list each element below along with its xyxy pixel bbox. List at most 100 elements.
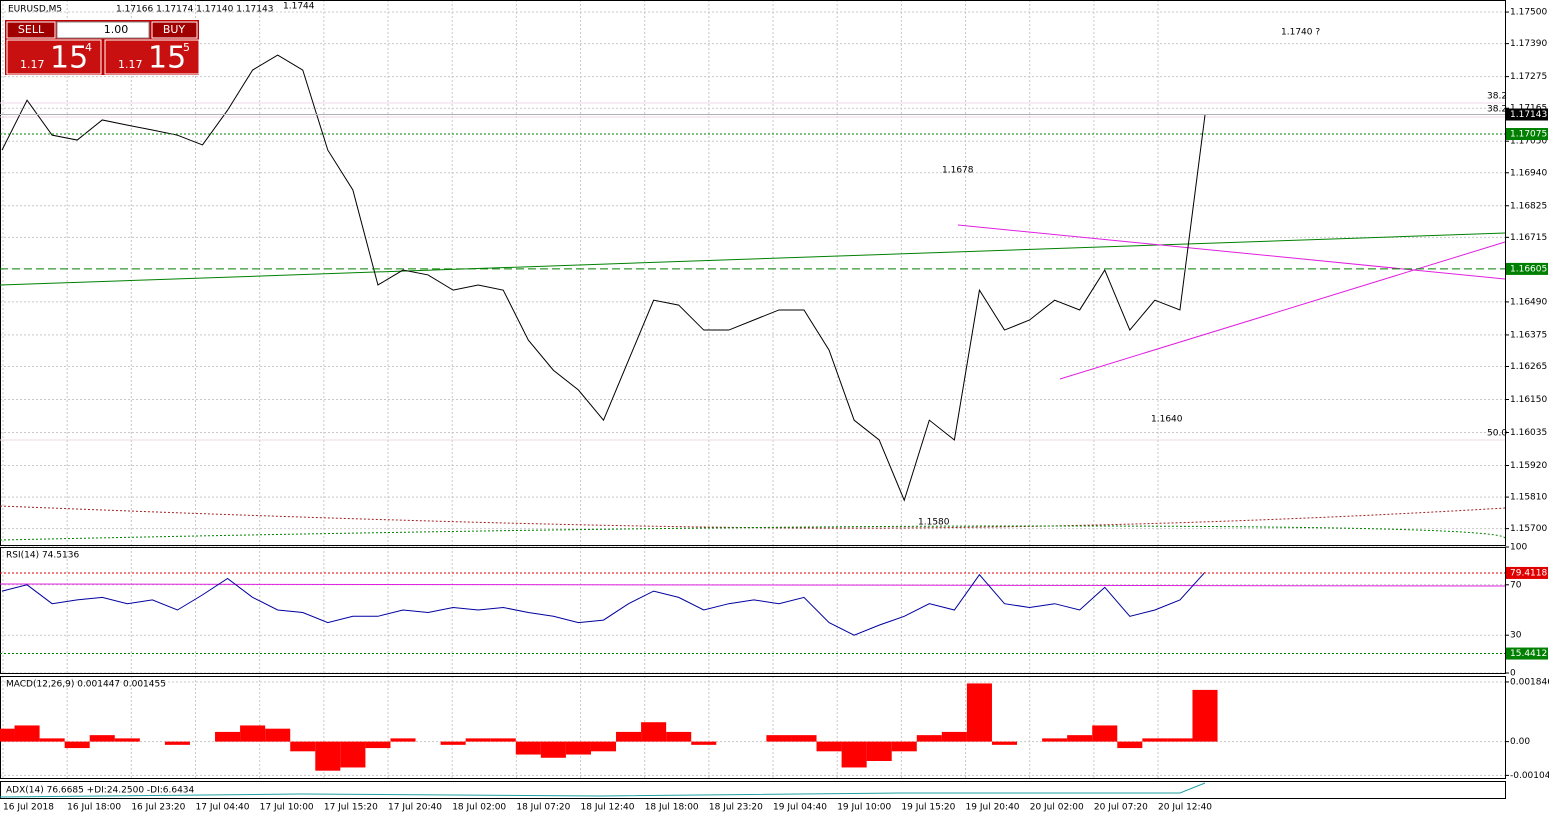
histogram-bar — [315, 741, 341, 771]
panel-title: MACD(12,26,9) 0.001447 0.001455 — [6, 680, 166, 690]
histogram-bar — [1042, 738, 1068, 742]
ma-line — [0, 505, 1506, 529]
histogram-bar — [39, 738, 65, 742]
x-tick-label: 18 Jul 02:00 — [452, 803, 506, 813]
sell-button[interactable] — [6, 21, 56, 39]
y-tick-label: 1.17500 — [1510, 8, 1547, 18]
fib-label: 38.2 — [1487, 92, 1507, 102]
x-tick-label: 16 Jul 2018 — [3, 803, 54, 813]
price-label-box — [1506, 262, 1548, 275]
y-tick-label: 1.16940 — [1510, 168, 1547, 178]
histogram-bar — [515, 741, 541, 755]
y-tick-label: 100 — [1510, 543, 1527, 553]
histogram-bar — [841, 741, 867, 768]
histogram-bar — [1167, 738, 1193, 742]
y-tick-label: 1.16150 — [1510, 395, 1547, 405]
ask-big: 15 — [148, 41, 186, 76]
annotation: 1.1740 ? — [1281, 28, 1320, 38]
x-tick-label: 19 Jul 10:00 — [837, 803, 891, 813]
y-tick-label: 1.16825 — [1510, 201, 1547, 211]
histogram-bar — [64, 741, 90, 749]
annotation: 1.1580 — [918, 518, 950, 528]
price-label: 1.17075 — [1510, 130, 1547, 140]
x-tick-label: 17 Jul 15:20 — [324, 803, 378, 813]
annotation: 1.1640 — [1151, 415, 1183, 425]
histogram-bar — [766, 735, 792, 742]
panel-title: ADX(14) 76.6685 +DI:24.2500 -DI:6.6434 — [6, 786, 195, 796]
price-label-box — [1506, 566, 1548, 579]
histogram-bar — [540, 741, 566, 758]
histogram-bar — [490, 738, 516, 742]
histogram-bar — [1142, 738, 1168, 742]
fib-label: 38.2 — [1487, 105, 1507, 115]
x-tick-label: 19 Jul 15:20 — [901, 803, 955, 813]
histogram-bar — [966, 683, 992, 742]
histogram-bar — [290, 741, 316, 752]
histogram-bar — [691, 741, 717, 745]
lots-value[interactable]: 1.00 — [104, 23, 129, 36]
histogram-bar — [265, 728, 291, 742]
y-tick-label: 0 — [1510, 669, 1516, 679]
adx-line — [0, 782, 1206, 798]
histogram-bar — [791, 735, 817, 742]
histogram-bar — [365, 741, 391, 749]
rsi-signal — [0, 583, 1506, 587]
x-tick-label: 20 Jul 12:40 — [1158, 803, 1212, 813]
bid-box[interactable] — [6, 39, 102, 75]
x-tick-label: 18 Jul 12:40 — [581, 803, 635, 813]
histogram-bar — [340, 741, 366, 768]
trade-panel: SELL 1.00 BUY 1.17 15 4 1.17 15 5 — [5, 20, 200, 76]
y-tick-label: 1.16265 — [1510, 362, 1547, 372]
histogram-bar — [565, 741, 591, 755]
price-label-box — [1506, 128, 1548, 141]
histogram-bar — [240, 725, 266, 742]
lots-input[interactable] — [56, 21, 150, 39]
y-tick-label: 1.16375 — [1510, 330, 1547, 340]
histogram-bar — [666, 731, 692, 742]
histogram-bar — [89, 735, 115, 742]
y-tick-label: -0.001045 — [1510, 771, 1549, 781]
sell-label[interactable]: SELL — [18, 23, 45, 36]
histogram-bar — [590, 741, 617, 752]
histogram-bar — [114, 738, 140, 742]
y-tick-label: 1.17390 — [1510, 39, 1547, 49]
histogram-bar — [440, 741, 466, 745]
annotation: 1.1678 — [942, 166, 974, 176]
adx-panel — [0, 781, 1506, 799]
bid-prefix: 1.17 — [20, 58, 45, 71]
price-label-box — [1506, 108, 1548, 121]
histogram-bar — [616, 731, 642, 742]
x-tick-label: 16 Jul 18:00 — [67, 803, 121, 813]
x-tick-label: 19 Jul 04:40 — [773, 803, 827, 813]
ask-small: 5 — [183, 41, 190, 54]
x-tick-label: 19 Jul 20:40 — [966, 803, 1020, 813]
x-tick-label: 18 Jul 23:20 — [709, 803, 763, 813]
buy-button[interactable] — [151, 21, 198, 39]
histogram-bar — [816, 741, 842, 752]
annotation: 1.1744 — [283, 2, 315, 12]
y-tick-label: 1.15700 — [1510, 524, 1547, 534]
price-label: 1.17143 — [1510, 110, 1547, 120]
histogram-bar — [916, 735, 942, 742]
fib-label: 50.0 — [1487, 429, 1507, 439]
ask-box[interactable] — [104, 39, 200, 75]
rsi-panel — [0, 547, 1506, 674]
x-tick-label: 17 Jul 20:40 — [388, 803, 442, 813]
x-tick-label: 20 Jul 02:00 — [1030, 803, 1084, 813]
x-tick-label: 16 Jul 23:20 — [131, 803, 185, 813]
quote: 1.17166 1.17174 1.17140 1.17143 — [116, 5, 273, 15]
triangle-line — [1059, 241, 1506, 380]
y-tick-label: 30 — [1510, 631, 1522, 641]
histogram-bar — [465, 738, 491, 742]
buy-label[interactable]: BUY — [163, 23, 186, 36]
y-tick-label: 70 — [1510, 580, 1522, 590]
y-tick-label: 1.16490 — [1510, 297, 1547, 307]
x-tick-label: 18 Jul 18:00 — [645, 803, 699, 813]
y-tick-label: 1.16035 — [1510, 428, 1547, 438]
price-label: 79.4118 — [1510, 568, 1547, 578]
x-tick-label: 20 Jul 07:20 — [1094, 803, 1148, 813]
histogram-bar — [1092, 725, 1118, 742]
series-line — [1, 54, 1206, 502]
